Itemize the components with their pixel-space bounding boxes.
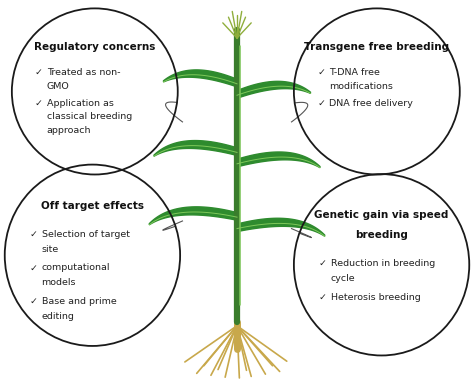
Polygon shape [237,81,310,98]
Text: Heterosis breeding: Heterosis breeding [331,293,420,302]
Text: modifications: modifications [328,82,392,91]
Text: Off target effects: Off target effects [41,201,144,211]
Polygon shape [237,218,325,236]
Text: GMO: GMO [46,82,69,91]
Text: breeding: breeding [355,231,408,240]
Text: approach: approach [46,126,91,135]
Text: Regulatory concerns: Regulatory concerns [34,42,155,51]
Text: Transgene free breeding: Transgene free breeding [304,42,449,51]
Text: editing: editing [42,312,74,321]
Text: ✓: ✓ [29,297,37,306]
Text: Application as: Application as [46,99,114,108]
Text: Base and prime: Base and prime [42,297,116,306]
Text: T-DNA free: T-DNA free [328,68,380,77]
Polygon shape [164,70,237,87]
Text: Reduction in breeding: Reduction in breeding [331,259,435,268]
Text: site: site [42,245,59,254]
Text: classical breeding: classical breeding [46,112,132,122]
Text: ✓: ✓ [317,99,325,108]
Text: ✓: ✓ [29,230,37,239]
Text: ✓: ✓ [35,99,43,108]
Polygon shape [237,152,320,168]
Text: Selection of target: Selection of target [42,230,129,239]
Text: computational: computational [42,263,110,272]
Text: Treated as non-: Treated as non- [46,68,120,77]
Text: cycle: cycle [331,274,356,283]
Text: ✓: ✓ [319,293,327,302]
Text: ✓: ✓ [319,259,327,268]
Text: ✓: ✓ [317,68,325,77]
Polygon shape [149,207,237,225]
Text: ✓: ✓ [35,68,43,77]
Text: DNA free delivery: DNA free delivery [328,99,412,108]
Text: ✓: ✓ [29,263,37,272]
Polygon shape [154,141,237,156]
Text: models: models [42,278,76,287]
Text: Genetic gain via speed: Genetic gain via speed [314,210,449,220]
